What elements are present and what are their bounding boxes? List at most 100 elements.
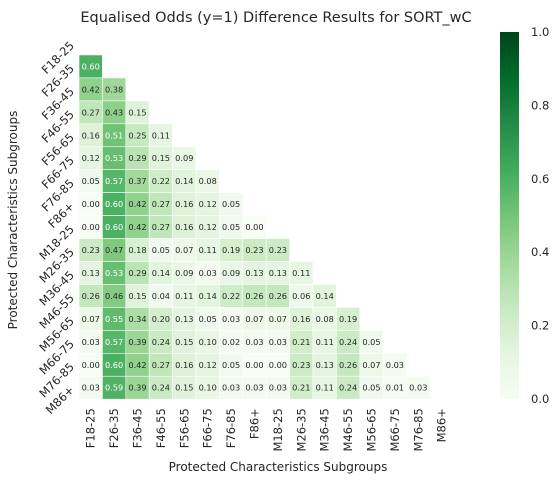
- cell-value-label: 0.15: [175, 383, 193, 393]
- cell-value-label: 0.51: [105, 130, 123, 140]
- cell-value-label: 0.11: [175, 291, 193, 301]
- cell-value-label: 0.14: [199, 291, 217, 301]
- cell-value-label: 0.03: [409, 383, 427, 393]
- cell-value-label: 0.03: [199, 268, 217, 278]
- cell-value-label: 0.24: [152, 337, 170, 347]
- colorbar-tick-label: 0.8: [531, 98, 549, 112]
- cell-value-label: 0.05: [222, 222, 240, 232]
- colorbar-tick-label: 0.4: [531, 245, 549, 259]
- cell-value-label: 0.47: [105, 245, 123, 255]
- cell-value-label: 0.04: [152, 291, 170, 301]
- x-tick-label: M46-55: [341, 408, 355, 451]
- cell-value-label: 0.26: [82, 291, 100, 301]
- cell-value-label: 0.10: [199, 383, 217, 393]
- cell-value-label: 0.60: [105, 360, 123, 370]
- colorbar-ticks: 0.0 0.2 0.4 0.6 0.8 1.0: [531, 25, 549, 406]
- cell-value-label: 0.02: [222, 337, 240, 347]
- x-axis-label: Protected Characteristics Subgroups: [169, 460, 388, 474]
- cell-value-label: 0.27: [82, 107, 100, 117]
- cell-value-label: 0.42: [128, 199, 146, 209]
- x-tick-label: F76-85: [224, 408, 238, 448]
- colorbar: [500, 32, 519, 399]
- cell-value-label: 0.29: [128, 153, 146, 163]
- cell-value-label: 0.22: [152, 176, 170, 186]
- cell-value-label: 0.60: [105, 199, 123, 209]
- x-tick-label: F56-65: [177, 408, 191, 448]
- cell-value-label: 0.26: [269, 291, 287, 301]
- cell-value-label: 0.13: [316, 360, 334, 370]
- cell-value-label: 0.12: [82, 153, 100, 163]
- cell-value-label: 0.57: [105, 176, 123, 186]
- cell-value-label: 0.59: [105, 383, 123, 393]
- cell-value-label: 0.21: [292, 383, 310, 393]
- cell-value-label: 0.29: [128, 268, 146, 278]
- cell-value-label: 0.11: [199, 245, 217, 255]
- cell-value-label: 0.24: [152, 383, 170, 393]
- x-tick-label: M18-25: [271, 408, 285, 451]
- cell-value-label: 0.55: [105, 314, 123, 324]
- cell-value-label: 0.05: [152, 245, 170, 255]
- cell-value-label: 0.26: [245, 291, 263, 301]
- cell-value-label: 0.07: [175, 245, 193, 255]
- cell-value-label: 0.60: [82, 61, 100, 71]
- cell-value-label: 0.08: [316, 314, 334, 324]
- x-tick-label: F36-45: [131, 408, 145, 448]
- cell-value-label: 0.11: [292, 268, 310, 278]
- cell-value-label: 0.38: [105, 84, 123, 94]
- cell-value-label: 0.23: [292, 360, 310, 370]
- cell-value-label: 0.43: [105, 107, 123, 117]
- cell-value-label: 0.25: [128, 130, 146, 140]
- cell-value-label: 0.07: [269, 314, 287, 324]
- cell-value-label: 0.19: [222, 245, 240, 255]
- cell-value-label: 0.07: [82, 314, 100, 324]
- cell-value-label: 0.16: [292, 314, 310, 324]
- cell-value-label: 0.42: [82, 84, 100, 94]
- y-tick-labels: F18-25F26-35F36-45F46-55F56-65F66-75F76-…: [36, 39, 77, 417]
- cell-value-label: 0.12: [199, 360, 217, 370]
- cell-value-label: 0.05: [362, 383, 380, 393]
- cell-value-label: 0.46: [105, 291, 123, 301]
- cell-value-label: 0.13: [175, 314, 193, 324]
- cell-value-label: 0.60: [105, 222, 123, 232]
- cell-value-label: 0.12: [199, 222, 217, 232]
- cell-value-label: 0.27: [152, 360, 170, 370]
- cell-value-label: 0.16: [82, 130, 100, 140]
- cell-value-label: 0.03: [269, 337, 287, 347]
- cell-value-label: 0.03: [386, 360, 404, 370]
- cell-value-label: 0.20: [152, 314, 170, 324]
- x-tick-label: M36-45: [318, 408, 332, 451]
- cell-value-label: 0.39: [128, 383, 146, 393]
- cell-value-label: 0.03: [245, 337, 263, 347]
- cell-value-label: 0.24: [339, 337, 357, 347]
- cell-value-label: 0.00: [245, 360, 263, 370]
- heatmap-cell: [406, 375, 431, 400]
- cell-value-label: 0.05: [222, 360, 240, 370]
- cell-value-label: 0.11: [316, 337, 334, 347]
- cell-value-label: 0.00: [82, 360, 100, 370]
- cell-value-label: 0.08: [199, 176, 217, 186]
- cell-value-label: 0.07: [245, 314, 263, 324]
- x-tick-label: M56-65: [365, 408, 379, 451]
- cell-value-label: 0.05: [362, 337, 380, 347]
- cell-value-label: 0.15: [175, 337, 193, 347]
- cell-value-label: 0.27: [152, 222, 170, 232]
- cell-value-label: 0.09: [175, 153, 193, 163]
- colorbar-tick-label: 0.6: [531, 172, 549, 186]
- x-tick-label: F26-35: [107, 408, 121, 448]
- cell-value-label: 0.00: [269, 360, 287, 370]
- x-tick-label: M66-75: [388, 408, 402, 451]
- cell-value-label: 0.16: [175, 199, 193, 209]
- colorbar-tick-label: 0.2: [531, 319, 549, 333]
- cell-value-label: 0.16: [175, 360, 193, 370]
- cell-value-label: 0.34: [128, 314, 146, 324]
- cell-value-label: 0.05: [222, 199, 240, 209]
- cell-value-label: 0.13: [82, 268, 100, 278]
- cell-value-label: 0.53: [105, 153, 123, 163]
- cell-value-label: 0.03: [82, 337, 100, 347]
- cell-value-label: 0.19: [339, 314, 357, 324]
- colorbar-tick-label: 1.0: [531, 25, 549, 39]
- cell-value-label: 0.57: [105, 337, 123, 347]
- cell-value-label: 0.00: [82, 199, 100, 209]
- x-tick-label: M76-85: [411, 408, 425, 451]
